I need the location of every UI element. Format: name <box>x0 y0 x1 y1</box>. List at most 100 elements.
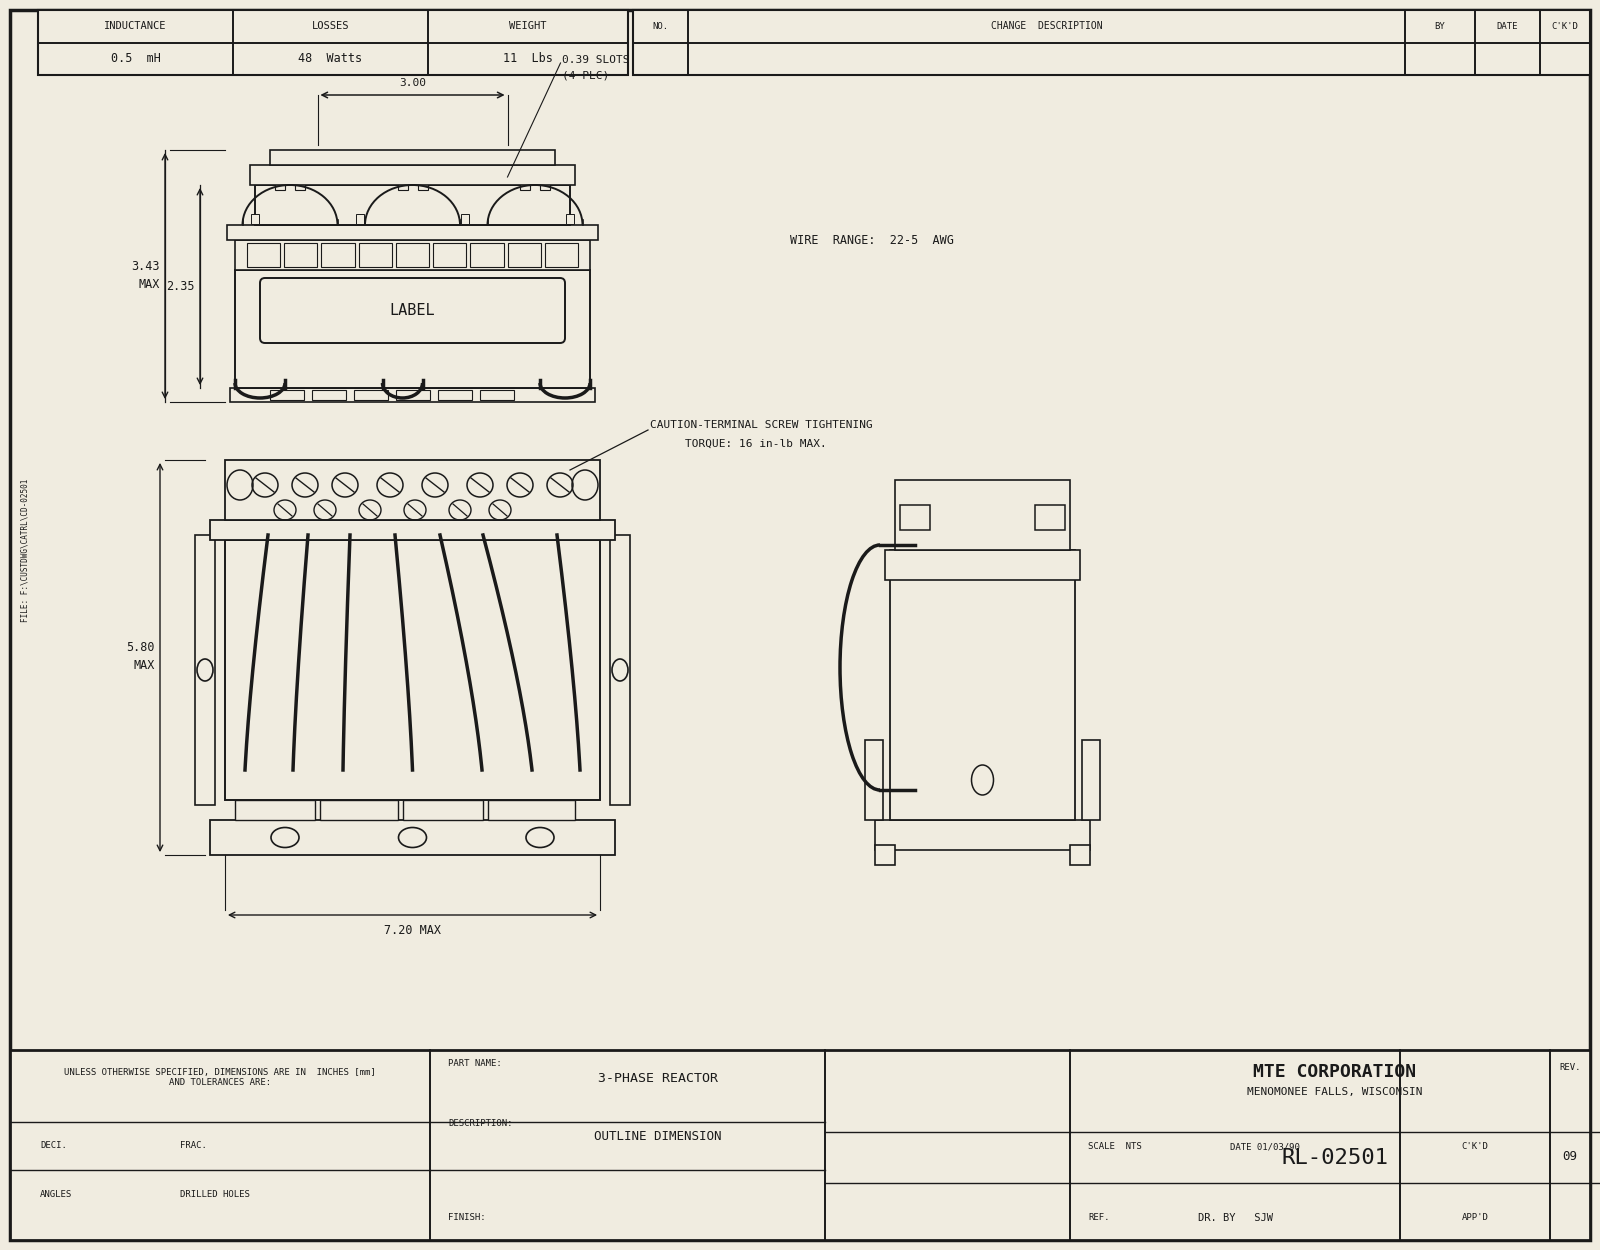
Bar <box>285 242 317 268</box>
Bar <box>1082 740 1101 820</box>
Bar <box>250 165 574 185</box>
Text: CAUTION-TERMINAL SCREW TIGHTENING: CAUTION-TERMINAL SCREW TIGHTENING <box>650 420 872 430</box>
Bar <box>634 10 1590 75</box>
Bar <box>566 214 574 224</box>
Bar <box>320 800 397 820</box>
Bar <box>890 550 1075 820</box>
FancyBboxPatch shape <box>259 278 565 342</box>
Bar <box>246 242 280 268</box>
Bar <box>235 800 315 820</box>
Bar <box>230 388 595 402</box>
Text: 11  Lbs: 11 Lbs <box>502 52 554 65</box>
Text: REV.: REV. <box>1560 1064 1581 1072</box>
Text: MAX: MAX <box>134 659 155 672</box>
Bar <box>507 242 541 268</box>
Text: NO.: NO. <box>653 21 669 31</box>
Bar <box>38 10 627 75</box>
Text: SCALE  NTS: SCALE NTS <box>1088 1142 1142 1151</box>
Text: FINISH:: FINISH: <box>448 1214 486 1222</box>
Text: 0.39 SLOTS: 0.39 SLOTS <box>563 55 630 65</box>
Bar <box>544 242 578 268</box>
Bar <box>251 214 259 224</box>
Bar <box>235 240 590 270</box>
Bar <box>438 390 472 400</box>
Text: UNLESS OTHERWISE SPECIFIED, DIMENSIONS ARE IN  INCHES [mm]
AND TOLERANCES ARE:: UNLESS OTHERWISE SPECIFIED, DIMENSIONS A… <box>64 1068 376 1088</box>
Text: 7.20 MAX: 7.20 MAX <box>384 925 442 938</box>
Text: 3-PHASE REACTOR: 3-PHASE REACTOR <box>597 1071 717 1085</box>
Bar <box>210 820 614 855</box>
Bar <box>520 173 530 190</box>
Text: DATE: DATE <box>1496 21 1518 31</box>
Bar <box>1035 505 1066 530</box>
Bar <box>270 150 555 165</box>
Bar <box>403 800 483 820</box>
Text: BY: BY <box>1435 21 1445 31</box>
Bar <box>312 390 346 400</box>
Bar <box>418 173 427 190</box>
Bar <box>354 390 387 400</box>
Text: REF.: REF. <box>1088 1214 1109 1222</box>
Text: MENOMONEE FALLS, WISCONSIN: MENOMONEE FALLS, WISCONSIN <box>1248 1088 1422 1098</box>
Text: MAX: MAX <box>139 278 160 290</box>
Bar <box>226 540 600 800</box>
Bar <box>270 390 304 400</box>
Text: 0.5  mH: 0.5 mH <box>110 52 160 65</box>
Bar <box>866 740 883 820</box>
Bar <box>322 242 355 268</box>
Bar <box>480 390 514 400</box>
Text: 5.80: 5.80 <box>126 641 155 654</box>
Text: 09: 09 <box>1563 1150 1578 1162</box>
Bar <box>899 505 930 530</box>
Text: C'K'D: C'K'D <box>1461 1142 1488 1151</box>
Text: DESCRIPTION:: DESCRIPTION: <box>448 1120 512 1129</box>
Bar <box>210 520 614 540</box>
Text: APP'D: APP'D <box>1461 1214 1488 1222</box>
Text: RL-02501: RL-02501 <box>1282 1149 1389 1169</box>
Bar <box>470 242 504 268</box>
Bar <box>875 820 1090 850</box>
Bar <box>226 460 600 520</box>
Bar <box>461 214 469 224</box>
Bar <box>294 173 306 190</box>
Bar <box>10 1050 1590 1240</box>
Bar <box>1070 845 1090 865</box>
Bar <box>885 550 1080 580</box>
Bar <box>195 535 214 805</box>
Bar <box>355 214 365 224</box>
Text: DECI.: DECI. <box>40 1141 67 1150</box>
Text: TORQUE: 16 in-lb MAX.: TORQUE: 16 in-lb MAX. <box>685 439 827 449</box>
Text: DR. BY   SJW: DR. BY SJW <box>1197 1212 1272 1222</box>
Text: DRILLED HOLES: DRILLED HOLES <box>179 1190 250 1199</box>
Text: MTE CORPORATION: MTE CORPORATION <box>1253 1062 1416 1081</box>
Text: WEIGHT: WEIGHT <box>509 21 547 31</box>
Bar <box>397 173 408 190</box>
Text: 2.35: 2.35 <box>166 280 195 292</box>
Text: (4 PLC): (4 PLC) <box>563 70 610 80</box>
Bar <box>488 800 574 820</box>
Text: 48  Watts: 48 Watts <box>299 52 363 65</box>
Bar <box>894 480 1070 550</box>
Text: LABEL: LABEL <box>390 302 435 318</box>
Text: C'K'D: C'K'D <box>1552 21 1579 31</box>
Text: WIRE  RANGE:  22-5  AWG: WIRE RANGE: 22-5 AWG <box>790 234 954 246</box>
Text: FILE: F:\CUSTDWG\CATRL\CD-02501: FILE: F:\CUSTDWG\CATRL\CD-02501 <box>21 479 29 621</box>
Text: LOSSES: LOSSES <box>312 21 349 31</box>
Bar <box>235 270 590 388</box>
Text: 3.43: 3.43 <box>131 260 160 272</box>
Bar <box>227 225 598 240</box>
Bar <box>254 185 570 225</box>
Text: CHANGE  DESCRIPTION: CHANGE DESCRIPTION <box>990 21 1102 31</box>
Bar <box>610 535 630 805</box>
Text: OUTLINE DIMENSION: OUTLINE DIMENSION <box>594 1130 722 1144</box>
Text: ANGLES: ANGLES <box>40 1190 72 1199</box>
Bar <box>541 173 550 190</box>
Bar <box>875 845 894 865</box>
Text: PART NAME:: PART NAME: <box>448 1060 502 1069</box>
Text: FRAC.: FRAC. <box>179 1141 206 1150</box>
Text: DATE 01/03/90: DATE 01/03/90 <box>1230 1142 1299 1151</box>
Bar <box>275 173 285 190</box>
Bar <box>434 242 466 268</box>
Bar <box>395 242 429 268</box>
Bar <box>358 242 392 268</box>
Text: 3.00: 3.00 <box>398 78 426 88</box>
